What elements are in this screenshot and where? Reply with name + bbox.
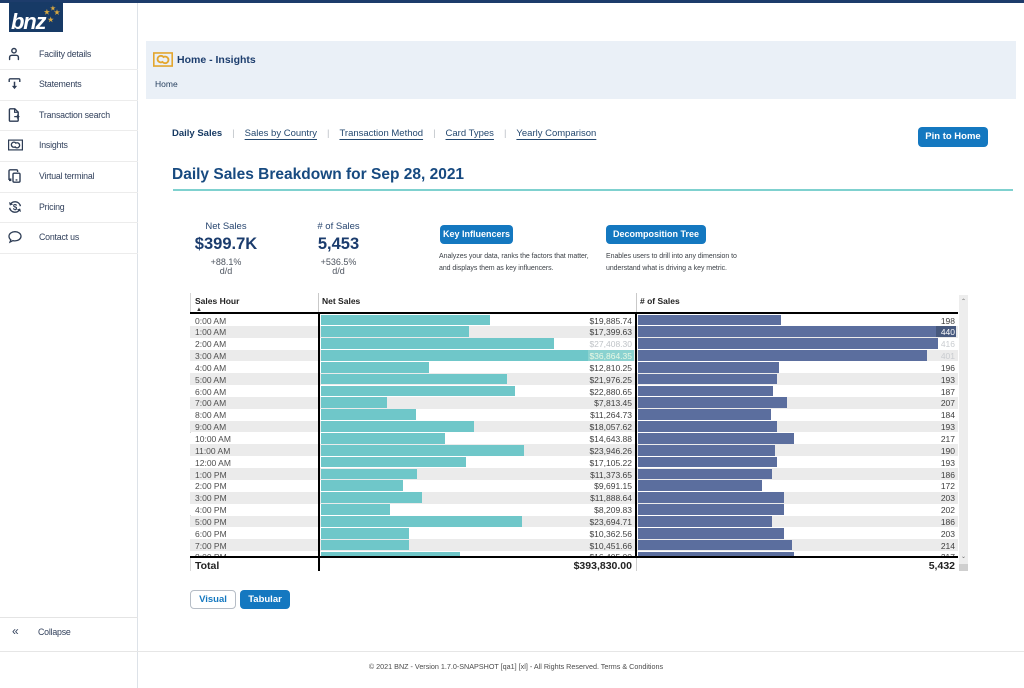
svg-text:$: $ bbox=[13, 203, 18, 212]
